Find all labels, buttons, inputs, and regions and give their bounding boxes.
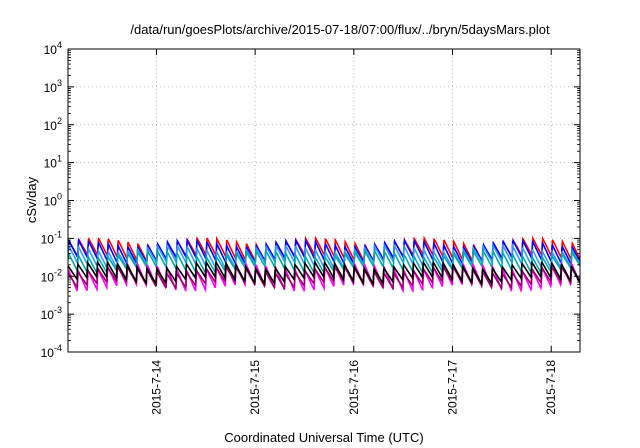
series-line	[68, 264, 580, 291]
x-tick-label: 2015-7-14	[149, 360, 163, 415]
x-tick-label: 2015-7-15	[248, 360, 262, 415]
y-axis-label: cSv/day	[24, 176, 39, 223]
x-tick-label: 2015-7-16	[347, 360, 361, 415]
x-tick-label: 2015-7-18	[544, 360, 558, 415]
x-axis-label: Coordinated Universal Time (UTC)	[224, 430, 423, 445]
x-ticks: 2015-7-14 2015-7-15 2015-7-16 2015-7-17 2015…	[149, 49, 558, 415]
series-group	[68, 235, 580, 294]
chart-title: /data/run/goesPlots/archive/2015-07-18/0…	[130, 22, 550, 37]
x-tick-label: 2015-7-17	[446, 360, 460, 415]
series-line	[68, 259, 580, 287]
